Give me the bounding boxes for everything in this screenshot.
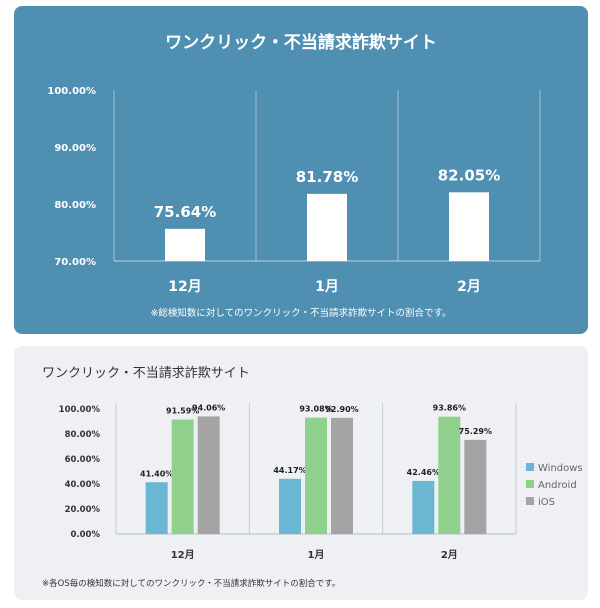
os-chart-y-tick: 100.00% [59, 405, 101, 415]
os-chart-y-tick: 20.00% [65, 505, 101, 515]
summary-chart-y-tick: 80.00% [54, 200, 96, 211]
os-chart-legend-label: Windows [538, 463, 583, 474]
os-chart-value-label: 42.46% [407, 468, 440, 477]
os-chart-note: ※各OS毎の検知数に対してのワンクリック・不当請求詐欺サイトの割合です。 [42, 578, 340, 589]
os-chart-value-label: 91.59% [166, 407, 199, 416]
summary-chart-title: ワンクリック・不当請求詐欺サイト [165, 32, 437, 53]
os-chart-y-tick: 60.00% [65, 455, 101, 465]
os-chart-y-tick: 0.00% [71, 530, 101, 540]
os-chart-bar-windows [412, 480, 435, 534]
os-chart-category-label: 2月 [441, 549, 458, 561]
os-chart-legend-swatch [526, 463, 534, 471]
summary-chart-y-tick: 90.00% [54, 143, 96, 154]
os-chart-bar-android [305, 417, 327, 534]
os-chart-title: ワンクリック・不当請求詐欺サイト [42, 365, 250, 381]
summary-chart-panel: ワンクリック・不当請求詐欺サイト ※総検知数に対してのワンクリック・不当請求詐欺… [14, 6, 588, 334]
os-chart-bar-ios [331, 417, 353, 534]
os-chart: ワンクリック・不当請求詐欺サイト ※各OS毎の検知数に対してのワンクリック・不当… [42, 365, 583, 589]
os-chart-value-label: 93.86% [433, 404, 466, 413]
summary-chart-category-label: 1月 [315, 279, 339, 295]
summary-chart-y-tick: 100.00% [47, 86, 96, 97]
os-chart-value-label: 92.90% [325, 405, 358, 414]
summary-chart-bar [165, 228, 205, 261]
os-chart-legend-swatch [526, 497, 534, 505]
os-chart-value-label: 44.17% [273, 466, 306, 475]
os-chart-panel: ワンクリック・不当請求詐欺サイト ※各OS毎の検知数に対してのワンクリック・不当… [14, 346, 588, 600]
summary-chart-bar [449, 192, 489, 261]
summary-chart-category-label: 12月 [168, 279, 201, 295]
os-chart-y-tick: 80.00% [65, 430, 101, 440]
os-chart-category-label: 1月 [308, 549, 325, 561]
os-chart-category-label: 12月 [171, 549, 195, 561]
os-chart-value-label: 94.06% [192, 403, 225, 412]
summary-chart-value-label: 75.64% [154, 203, 216, 221]
summary-chart-y-tick: 70.00% [54, 257, 96, 268]
os-chart-bar-ios [197, 416, 220, 534]
os-chart-bar-windows [145, 482, 168, 534]
os-chart-legend-swatch [526, 480, 534, 488]
os-chart-bar-android [171, 419, 194, 534]
os-chart-value-label: 41.40% [140, 469, 173, 478]
summary-chart: ワンクリック・不当請求詐欺サイト ※総検知数に対してのワンクリック・不当請求詐欺… [47, 32, 541, 319]
os-chart-y-tick: 40.00% [65, 480, 101, 490]
os-chart-legend-label: iOS [538, 497, 555, 508]
os-chart-legend-label: Android [538, 480, 577, 491]
os-chart-bar-android [438, 416, 461, 534]
os-chart-bar-windows [279, 478, 301, 534]
summary-chart-category-label: 2月 [457, 279, 481, 295]
summary-chart-note: ※総検知数に対してのワンクリック・不当請求詐欺サイトの割合です。 [150, 307, 451, 319]
summary-chart-bar [307, 193, 347, 261]
summary-chart-value-label: 82.05% [438, 166, 500, 184]
os-chart-value-label: 75.29% [459, 427, 492, 436]
summary-chart-value-label: 81.78% [296, 168, 358, 186]
os-chart-bar-ios [464, 439, 487, 534]
os-chart-value-label: 93.08% [299, 405, 332, 414]
